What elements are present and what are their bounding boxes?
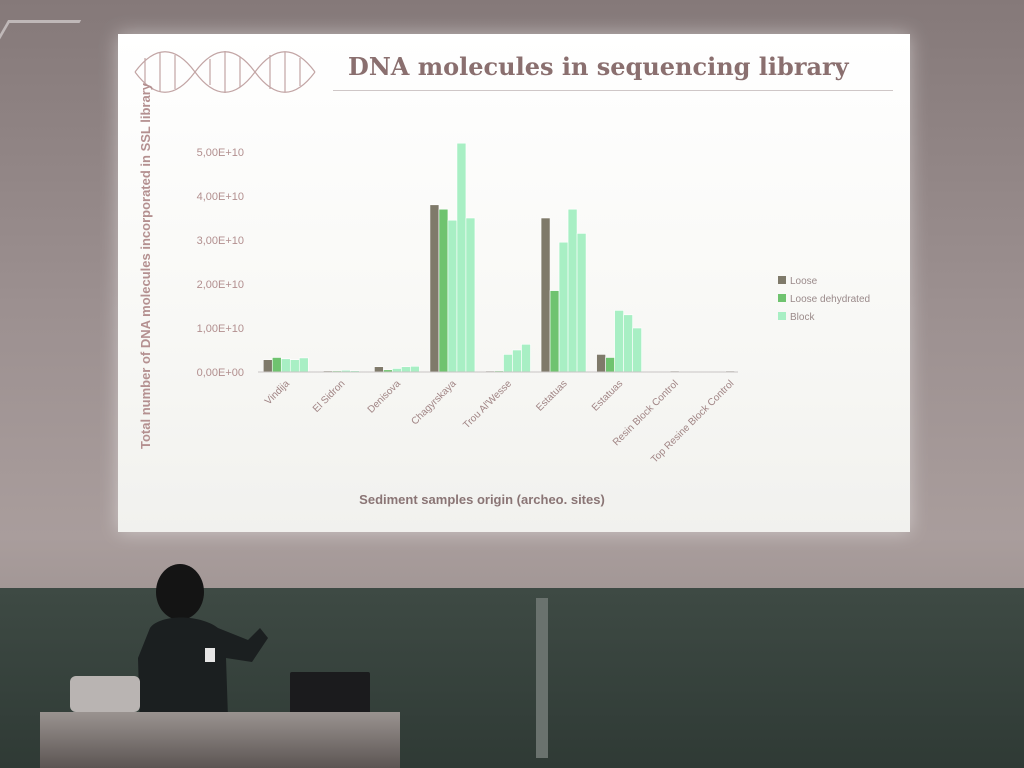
y-tick-label: 0,00E+00 [197, 367, 244, 379]
bar [503, 354, 513, 373]
y-tick-label: 1,00E+10 [197, 323, 244, 335]
bar [465, 217, 476, 373]
y-axis-ticks: 0,00E+00 1,00E+10 2,00E+10 3,00E+10 4,00E+10… [197, 147, 244, 379]
bar [614, 310, 624, 373]
bar [558, 241, 569, 373]
bar [298, 357, 309, 373]
bar [429, 204, 440, 373]
bar [549, 290, 560, 373]
presenter-silhouette [138, 564, 268, 728]
y-axis-title: Total number of DNA molecules incorporat… [138, 82, 153, 449]
bar [576, 233, 587, 373]
x-tick-label: Chagyrskaya [410, 378, 459, 427]
y-tick-label: 3,00E+10 [197, 235, 244, 247]
bar [596, 354, 606, 373]
podium [40, 712, 400, 768]
bar [410, 365, 420, 373]
laptop [290, 672, 370, 714]
bar [512, 349, 522, 373]
y-tick-label: 5,00E+10 [197, 147, 244, 159]
bar [623, 314, 633, 373]
y-tick-label: 2,00E+10 [197, 279, 244, 291]
bar [392, 368, 402, 373]
legend-swatch [778, 294, 786, 302]
bar [401, 366, 411, 373]
bar [438, 208, 449, 373]
bar [567, 208, 578, 373]
x-tick-label: Denisova [366, 378, 404, 416]
bar-groups [262, 142, 736, 373]
legend-swatch [778, 276, 786, 284]
chalkboard-divider [536, 598, 548, 758]
bar-chart: 0,00E+00 1,00E+10 2,00E+10 3,00E+10 4,00E+10… [138, 82, 870, 507]
bar [447, 219, 458, 373]
x-axis-title: Sediment samples origin (archeo. sites) [359, 492, 605, 507]
bar [280, 358, 291, 373]
bar [632, 327, 642, 373]
y-tick-label: 4,00E+10 [197, 191, 244, 203]
chart-legend: Loose Loose dehydrated Block [778, 276, 870, 323]
bar [521, 343, 531, 373]
x-tick-label: El Sidron [311, 378, 347, 414]
x-tick-label: Vindija [263, 378, 292, 407]
legend-label: Loose [790, 276, 818, 287]
slide-title: DNA molecules in sequencing library [348, 52, 849, 81]
bar [271, 357, 282, 373]
bar [374, 366, 384, 373]
bar [605, 357, 615, 373]
legend-swatch [778, 312, 786, 320]
projector-device [70, 676, 140, 712]
dna-helix-icon [134, 51, 316, 93]
x-axis-labels: Vindija El Sidron Denisova Chagyrskaya Trou … [263, 378, 736, 465]
legend-label: Loose dehydrated [790, 294, 870, 305]
bar [540, 217, 551, 373]
bar [289, 359, 300, 373]
projection-screen: DNA molecules in sequencing library 0,00… [118, 34, 910, 532]
x-tick-label: Estatuas [590, 378, 625, 413]
bar [456, 142, 467, 373]
x-tick-label: Estatuas [534, 378, 569, 413]
x-tick-label: Trou Al'Wesse [461, 378, 514, 431]
legend-label: Block [790, 312, 815, 323]
bar [262, 359, 273, 373]
title-divider [333, 90, 893, 91]
